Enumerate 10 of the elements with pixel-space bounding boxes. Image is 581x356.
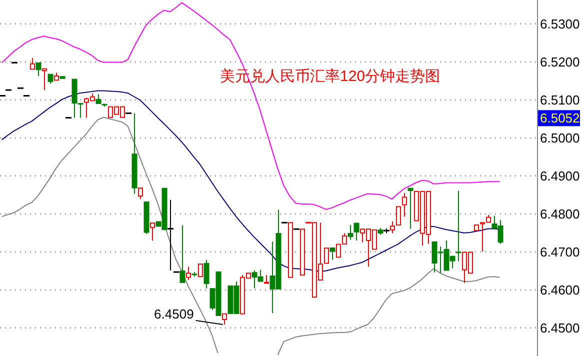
y-tick-label: 6.4600: [540, 282, 580, 298]
y-tick-label: 6.4700: [540, 244, 580, 260]
annotation: 6.4509: [154, 306, 194, 322]
y-tick-label: 6.4500: [540, 320, 580, 336]
y-tick-label: 6.5200: [540, 54, 580, 70]
y-tick-label: 6.5300: [540, 16, 580, 32]
y-tick-label: 6.5100: [540, 92, 580, 108]
y-tick-label: 6.4800: [540, 206, 580, 222]
y-tick-label: 6.4900: [540, 168, 580, 184]
y-tick-label: 6.5000: [540, 130, 580, 146]
